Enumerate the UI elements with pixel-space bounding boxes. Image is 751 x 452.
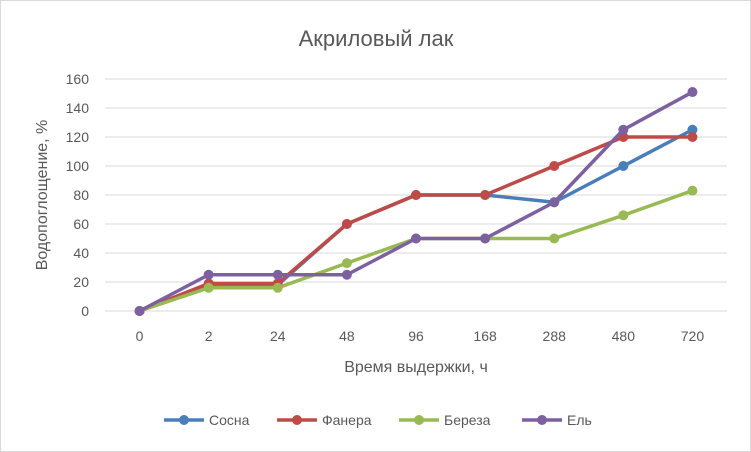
- y-axis-label: Водопоглощение, %: [34, 120, 51, 271]
- y-tick-label: 60: [73, 216, 89, 232]
- data-point: [480, 233, 491, 244]
- x-tick-label: 0: [136, 328, 144, 344]
- legend-swatch-marker: [414, 415, 424, 425]
- series-line: [137, 90, 695, 313]
- data-point: [687, 132, 698, 142]
- x-tick-label: 24: [270, 328, 286, 344]
- data-point: [618, 210, 629, 221]
- y-tick-label: 120: [66, 129, 90, 145]
- legend-swatch-marker: [537, 415, 547, 425]
- chart-title: Акриловый лак: [299, 26, 454, 51]
- data-point: [411, 233, 421, 244]
- y-tick-label: 140: [66, 100, 90, 116]
- y-tick-label: 20: [73, 274, 89, 290]
- data-point: [687, 124, 698, 135]
- legend-label: Сосна: [209, 412, 250, 428]
- data-point: [618, 161, 629, 171]
- x-tick-label: 288: [543, 328, 567, 344]
- data-point: [480, 190, 491, 200]
- data-point: [203, 282, 214, 293]
- data-point: [341, 219, 352, 229]
- data-point: [549, 161, 560, 171]
- x-axis-label: Время выдержки, ч: [344, 359, 488, 376]
- y-tick-label: 0: [81, 303, 89, 319]
- x-tick-label: 168: [473, 328, 497, 344]
- data-point: [341, 258, 352, 269]
- data-point: [549, 233, 560, 244]
- data-point: [687, 87, 698, 98]
- x-tick-label: 2: [205, 328, 213, 344]
- legend-swatch-marker: [179, 415, 189, 425]
- y-tick-label: 80: [73, 187, 89, 203]
- series-line: [137, 188, 695, 313]
- x-axis-ticks: 0 2 24 48 96 168 288 480 720: [136, 328, 705, 344]
- y-tick-label: 40: [73, 245, 89, 261]
- legend: Сосна Фанера Береза Ель: [164, 412, 592, 428]
- x-tick-label: 720: [681, 328, 705, 344]
- y-tick-label: 100: [66, 158, 90, 174]
- legend-item: Сосна: [164, 412, 250, 428]
- data-point: [341, 269, 352, 280]
- x-tick-label: 48: [339, 328, 355, 344]
- x-tick-label: 480: [612, 328, 636, 344]
- series-3: [134, 185, 698, 316]
- legend-label: Фанера: [322, 412, 372, 428]
- legend-item: Береза: [399, 412, 491, 428]
- data-point: [411, 190, 421, 200]
- data-point: [618, 124, 629, 135]
- y-axis-ticks: 0 20 40 60 80 100 120 140 160: [66, 71, 90, 319]
- series-group: [134, 87, 698, 316]
- legend-item: Ель: [522, 412, 592, 428]
- legend-swatch-marker: [292, 415, 302, 425]
- data-point: [687, 185, 698, 196]
- legend-item: Фанера: [277, 412, 372, 428]
- data-point: [272, 269, 283, 280]
- legend-label: Ель: [567, 412, 592, 428]
- data-point: [549, 197, 560, 208]
- data-point: [134, 306, 145, 316]
- legend-label: Береза: [444, 412, 491, 428]
- data-point: [203, 269, 214, 280]
- y-tick-label: 160: [66, 71, 90, 87]
- data-point: [272, 282, 283, 293]
- series-4: [134, 87, 698, 316]
- x-tick-label: 96: [408, 328, 424, 344]
